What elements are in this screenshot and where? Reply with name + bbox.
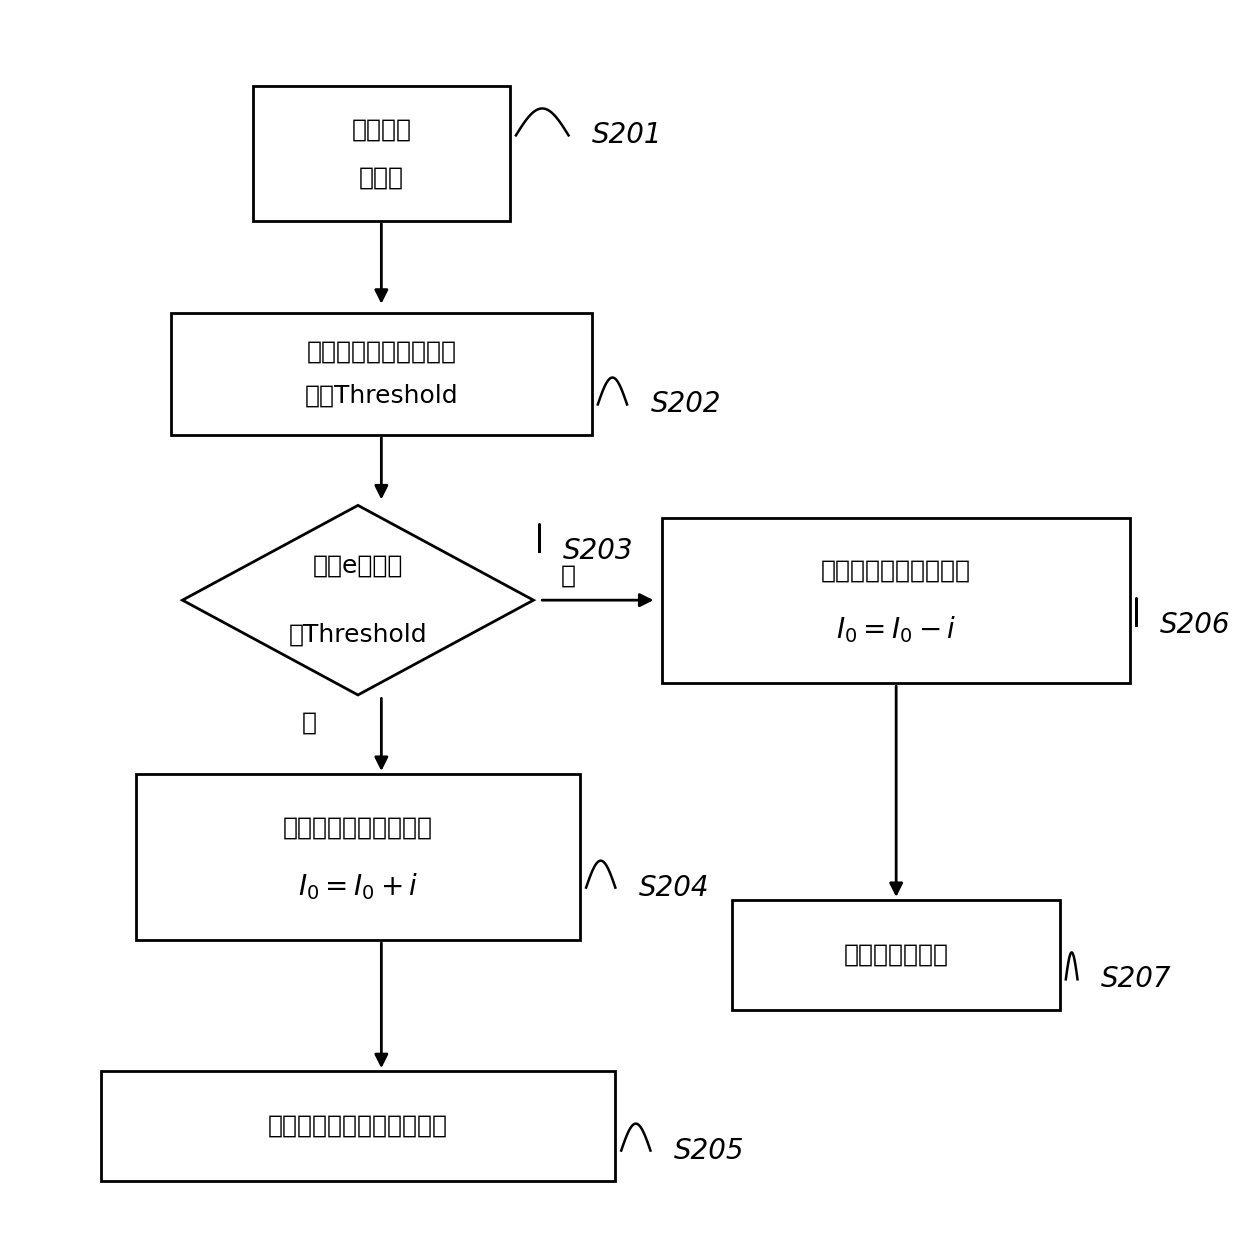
Text: 于Threshold: 于Threshold	[289, 622, 428, 646]
Text: 提高磁悬浮系统动态稳定性: 提高磁悬浮系统动态稳定性	[268, 1115, 448, 1138]
FancyBboxPatch shape	[135, 774, 580, 940]
Text: S206: S206	[1159, 611, 1230, 638]
Polygon shape	[182, 506, 533, 695]
FancyBboxPatch shape	[253, 87, 510, 221]
Text: 降低偏置电流，其中，: 降低偏置电流，其中，	[821, 558, 971, 583]
Text: 获取转子位移偏差振幅: 获取转子位移偏差振幅	[306, 340, 456, 364]
Text: S203: S203	[563, 537, 634, 565]
Text: 降低磁悬浮功耗: 降低磁悬浮功耗	[843, 943, 949, 967]
Text: 判断e是否大: 判断e是否大	[312, 554, 403, 578]
Text: S202: S202	[651, 391, 720, 418]
Text: 增大偏置电流，其中，: 增大偏置电流，其中，	[283, 815, 433, 839]
Text: S204: S204	[639, 873, 709, 902]
Text: 否: 否	[560, 564, 577, 588]
FancyBboxPatch shape	[662, 517, 1130, 683]
Text: S207: S207	[1101, 965, 1172, 993]
FancyBboxPatch shape	[171, 313, 591, 435]
FancyBboxPatch shape	[100, 1071, 615, 1181]
FancyBboxPatch shape	[733, 899, 1060, 1009]
Text: 磁悬浮系: 磁悬浮系	[351, 118, 412, 141]
Text: 是: 是	[301, 710, 316, 735]
Text: $I_0 = I_0 + i$: $I_0 = I_0 + i$	[298, 871, 418, 902]
Text: 统运行: 统运行	[358, 166, 404, 190]
Text: 阈值Threshold: 阈值Threshold	[305, 383, 458, 408]
Text: $I_0 = I_0 - i$: $I_0 = I_0 - i$	[836, 615, 956, 646]
Text: S201: S201	[591, 121, 662, 150]
Text: S205: S205	[673, 1137, 744, 1164]
